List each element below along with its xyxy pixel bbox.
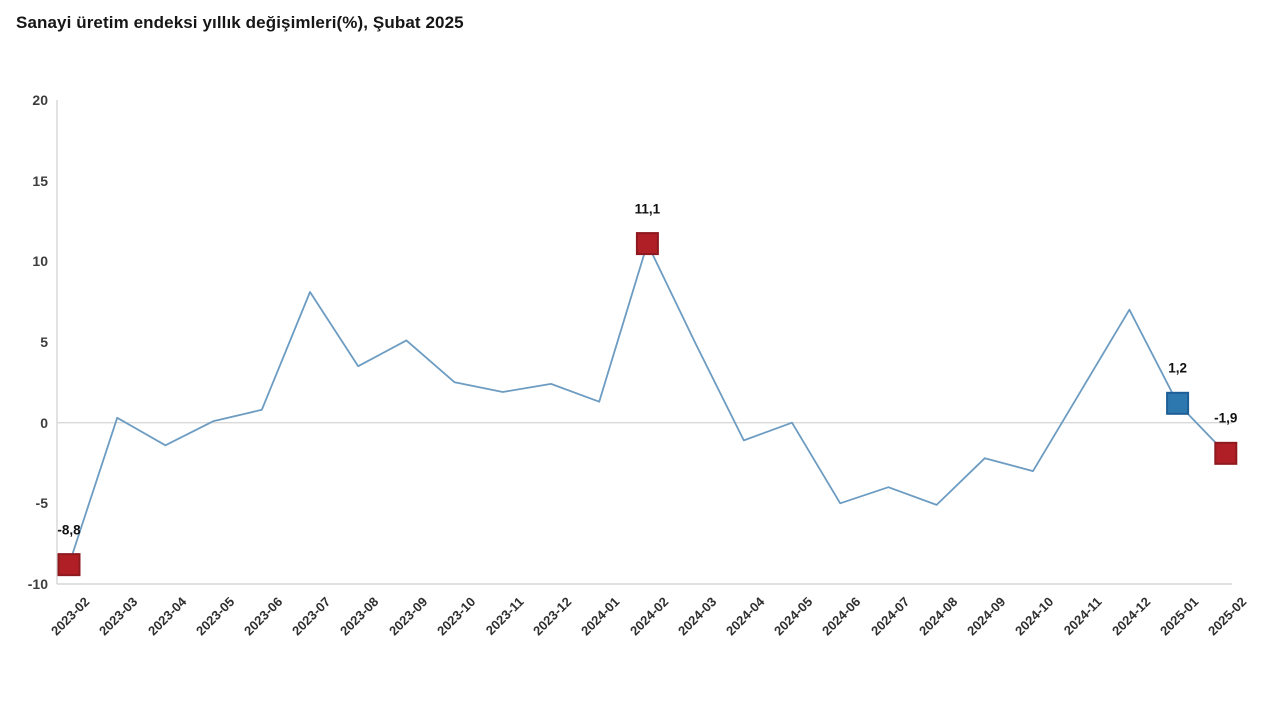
data-point-label: 1,2 [1168, 360, 1187, 376]
data-point-marker [1214, 441, 1238, 465]
data-point-label: -1,9 [1214, 410, 1238, 426]
y-tick-label: -5 [35, 495, 48, 512]
y-tick-label: 0 [40, 414, 48, 431]
y-tick-label: -10 [27, 576, 48, 592]
chart-title: Sanayi üretim endeksi yıllık değişimleri… [16, 13, 464, 32]
data-point-label: -8,8 [57, 522, 81, 538]
data-point-label: 11,1 [634, 201, 661, 217]
data-point-marker [57, 553, 81, 577]
series-line [68, 242, 1227, 565]
y-tick-label: 5 [40, 334, 48, 350]
data-point-marker [1166, 391, 1190, 415]
data-point-marker [635, 232, 659, 256]
y-tick-label: 10 [32, 253, 48, 270]
y-tick-label: 15 [32, 172, 48, 189]
y-tick-label: 20 [32, 92, 48, 108]
